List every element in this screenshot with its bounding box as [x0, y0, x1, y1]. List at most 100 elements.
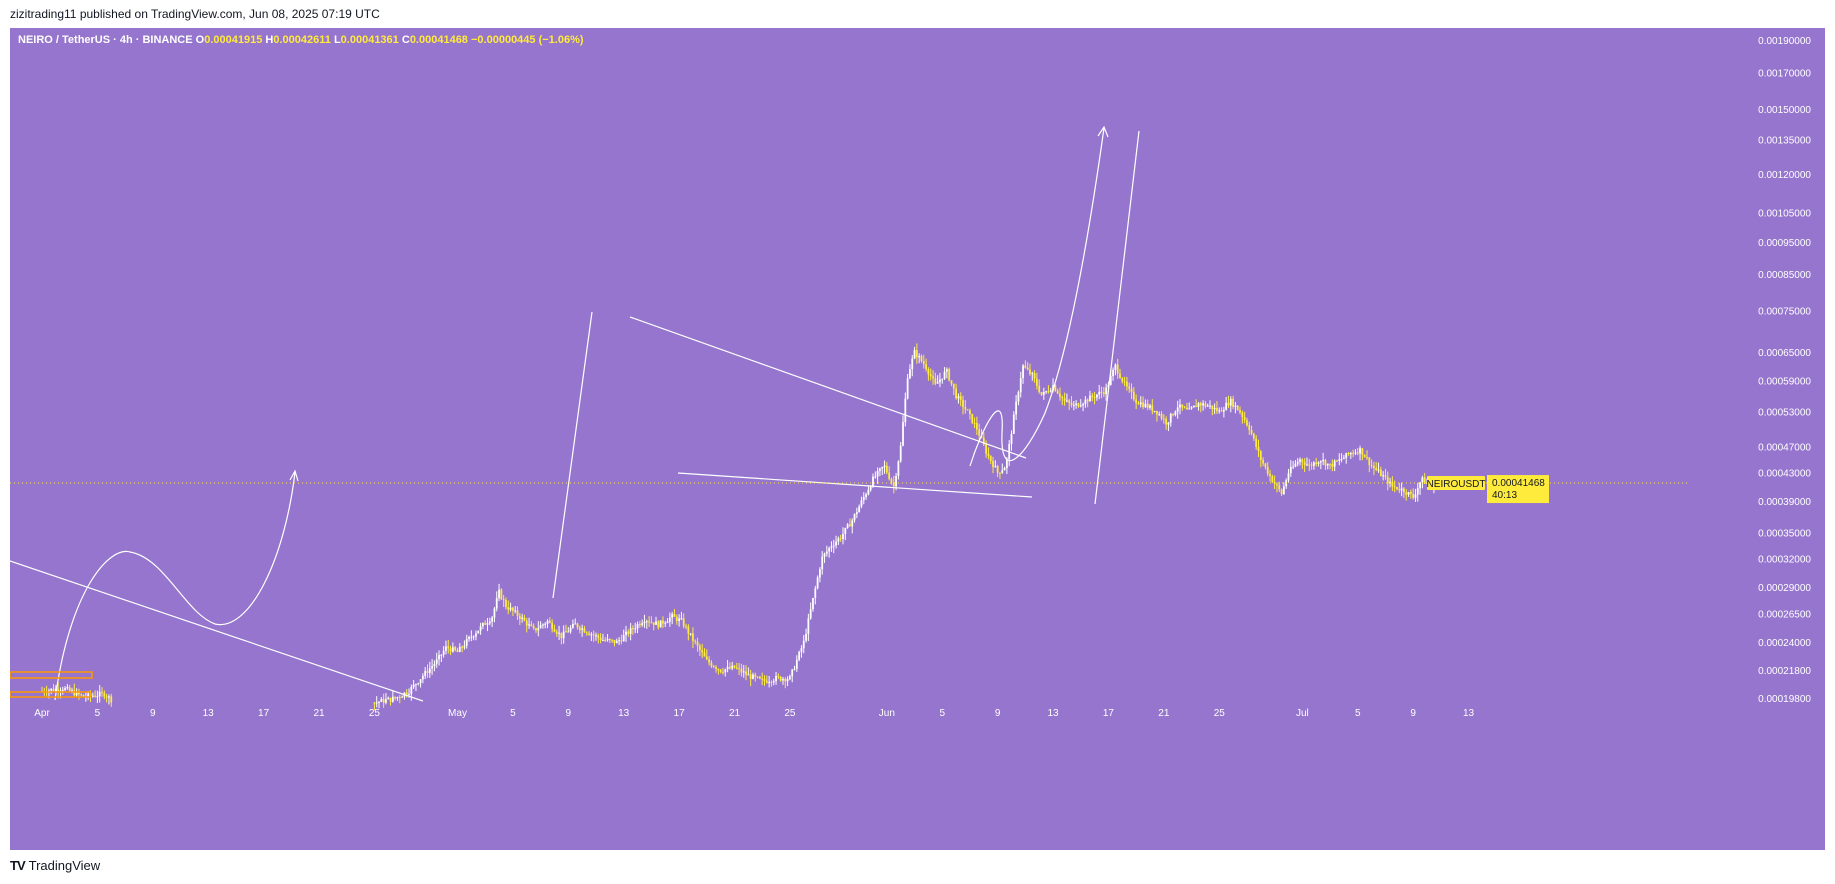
candle-body — [673, 614, 676, 617]
candle-body — [1070, 402, 1073, 406]
candle-body — [1019, 378, 1022, 393]
candle-body — [1149, 405, 1151, 408]
candle-body — [777, 676, 780, 678]
y-tick-label: 0.00043000 — [1758, 468, 1811, 479]
candle-body — [1338, 459, 1341, 461]
candle-body — [1384, 475, 1387, 477]
candle-body — [52, 688, 55, 691]
candle-body — [906, 378, 909, 399]
candle-body — [634, 628, 637, 630]
projected-path-right[interactable] — [969, 127, 1105, 467]
candle-body — [1243, 417, 1246, 421]
candle-body — [479, 626, 482, 631]
candle-body — [1202, 403, 1204, 406]
candle-body — [66, 687, 69, 689]
candle-body — [433, 663, 436, 667]
candle-body — [636, 624, 639, 629]
tradingview-brand[interactable]: TV TradingView — [10, 858, 100, 873]
candle-body — [1049, 390, 1052, 392]
candle-body — [1056, 390, 1059, 394]
candle-body — [560, 632, 563, 639]
y-tick-label: 0.00135000 — [1758, 135, 1811, 146]
candle-body — [1186, 407, 1188, 410]
candle-body — [555, 631, 558, 634]
candle-body — [110, 696, 113, 703]
candle-body — [472, 636, 475, 638]
price-axis[interactable]: 0.00190000 0.00170000 0.00150000 0.00135000… — [1758, 36, 1811, 705]
candle-body — [512, 607, 514, 611]
last-price-tag: NEIROUSDT 0.00041468 40:13 — [1427, 475, 1549, 504]
candle-body — [1054, 385, 1057, 391]
candle-body — [941, 378, 944, 380]
candle-body — [719, 669, 722, 673]
candle-body — [1059, 393, 1061, 397]
candle-body — [1407, 492, 1410, 495]
candle-body — [668, 617, 671, 622]
candle-body — [1299, 459, 1301, 462]
candle-body — [837, 538, 840, 542]
candle-body — [904, 398, 907, 423]
candle-body — [576, 623, 579, 628]
x-tick-label: 9 — [995, 708, 1001, 719]
candle-body — [821, 556, 824, 570]
candle-body — [1091, 395, 1094, 397]
candle-body — [488, 621, 491, 624]
price-chart[interactable]: 0.00190000 0.00170000 0.00150000 0.00135000… — [10, 28, 1825, 850]
candle-body — [655, 621, 657, 625]
candle-body — [1306, 464, 1308, 466]
candle-body — [1096, 394, 1098, 398]
candle-body — [1139, 402, 1142, 405]
y-tick-label: 0.00029000 — [1758, 583, 1811, 594]
candle-body — [1040, 392, 1043, 395]
candle-body — [975, 422, 978, 430]
candle-body — [994, 466, 997, 468]
time-axis[interactable]: Apr 5 9 13 17 21 25 May 5 9 13 17 21 25 Jun 5 9 13 17 21 25 J… — [34, 708, 1474, 719]
candle-body — [1063, 398, 1066, 401]
low-label: L — [333, 34, 341, 46]
x-tick-label: 25 — [369, 708, 381, 719]
candle-body — [742, 671, 745, 673]
candle-body — [809, 609, 812, 619]
wedge-upper-line[interactable] — [629, 316, 1027, 459]
x-tick-label: Apr — [34, 708, 50, 719]
candle-body — [832, 545, 835, 547]
chart-area[interactable]: 0.00190000 0.00170000 0.00150000 0.00135000… — [10, 28, 1825, 850]
candle-body — [892, 482, 895, 487]
candle-body — [664, 622, 667, 624]
impulse-leg-line[interactable] — [552, 311, 593, 599]
candle-body — [470, 636, 473, 638]
orange-box-zone[interactable] — [10, 671, 93, 698]
candle-body — [572, 623, 574, 628]
long-descending-trendline[interactable] — [10, 560, 424, 702]
candle-body — [1218, 410, 1221, 412]
candle-body — [678, 618, 680, 622]
candle-body — [475, 633, 477, 637]
candle-body — [816, 577, 819, 589]
projected-path-left[interactable] — [54, 471, 296, 701]
candle-body — [936, 382, 939, 384]
candle-body — [1232, 398, 1234, 407]
candle-body — [1160, 414, 1163, 419]
candle-body — [528, 624, 530, 626]
candle-body — [915, 350, 918, 358]
candle-body — [548, 620, 551, 623]
candle-body — [1102, 392, 1105, 395]
candle-body — [895, 475, 897, 487]
candle-body — [1031, 373, 1034, 375]
target-leg-line[interactable] — [1094, 130, 1140, 505]
wedge-lower-line[interactable] — [677, 472, 1033, 498]
candle-body — [1109, 376, 1112, 385]
candle-body — [775, 676, 777, 682]
candle-body — [108, 696, 110, 698]
candle-body — [1319, 461, 1322, 463]
candle-body — [602, 640, 604, 642]
candle-body — [1400, 488, 1403, 491]
candle-body — [971, 413, 974, 423]
candle-body — [620, 640, 623, 642]
candle-body — [421, 675, 424, 680]
candle-body — [1061, 396, 1064, 399]
candle-body — [980, 435, 983, 438]
candle-body — [708, 659, 711, 663]
candle-body — [703, 652, 706, 657]
candle-body — [59, 690, 62, 692]
